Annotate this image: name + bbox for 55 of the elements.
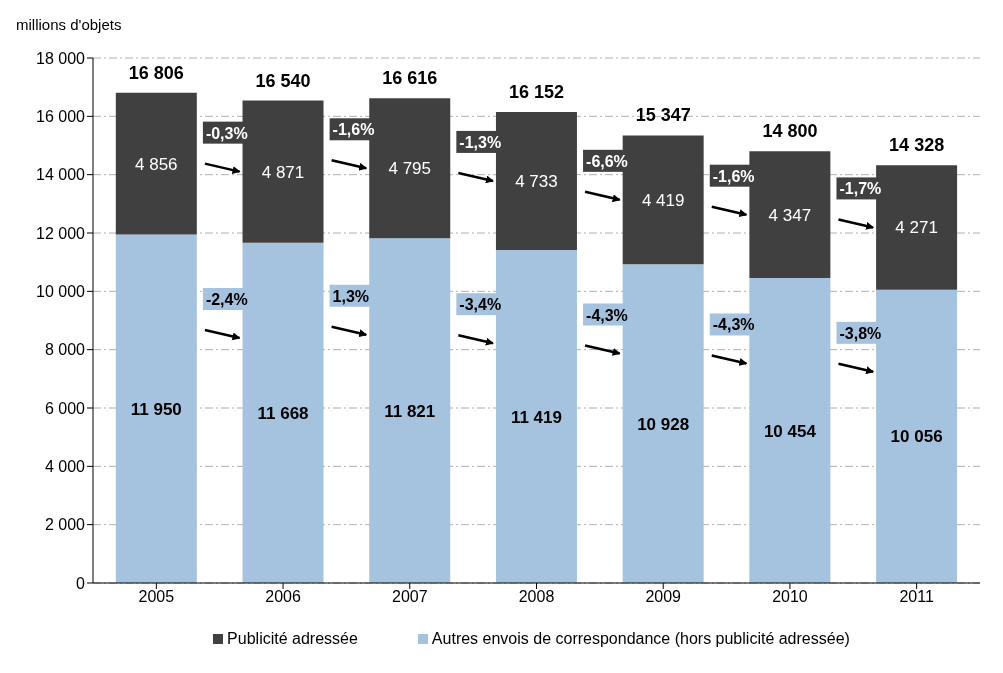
total-label: 14 800	[762, 121, 818, 142]
total-label: 14 328	[889, 135, 945, 156]
data-label: 11 419	[510, 407, 562, 427]
y-tick-label: 4 000	[44, 458, 86, 476]
legend-label: Publicité adressée	[226, 630, 358, 648]
annotation: -4,3%	[586, 306, 628, 324]
y-tick-label: 8 000	[44, 341, 86, 359]
y-axis-title: millions d'objets	[16, 16, 122, 33]
annotation: -1,7%	[839, 180, 882, 198]
annotation: -6,6%	[586, 152, 628, 170]
data-label: 4 871	[261, 162, 305, 182]
y-tick-label: 0	[76, 574, 86, 592]
data-label: 4 347	[768, 205, 812, 225]
data-label: 4 856	[135, 154, 178, 174]
data-label: 11 821	[384, 401, 436, 421]
annotation: -0,3%	[205, 124, 248, 142]
y-tick-label: 10 000	[36, 283, 86, 301]
y-tick-label: 16 000	[36, 108, 86, 126]
x-tick-label: 2005	[138, 588, 175, 606]
total-label: 16 540	[255, 70, 311, 91]
data-label: 11 668	[257, 403, 309, 423]
x-tick-label: 2007	[391, 588, 428, 606]
y-tick-label: 6 000	[44, 399, 86, 417]
data-label: 4 419	[641, 190, 685, 210]
annotation: -4,3%	[712, 316, 755, 334]
y-tick-label: 14 000	[36, 166, 86, 184]
annotation: -3,4%	[459, 296, 502, 314]
data-label: 10 056	[890, 427, 943, 447]
data-label: 4 733	[515, 171, 558, 191]
total-label: 16 616	[382, 68, 438, 89]
y-tick-label: 2 000	[44, 516, 86, 534]
data-label: 4 271	[895, 218, 938, 238]
data-label: 4 795	[388, 159, 432, 179]
annotation: -1,3%	[459, 133, 502, 151]
data-label: 10 454	[763, 421, 817, 441]
annotation: -2,4%	[205, 290, 248, 308]
y-tick-label: 18 000	[36, 49, 86, 67]
bar	[115, 92, 197, 235]
total-label: 15 347	[635, 105, 691, 126]
y-tick-label: 12 000	[36, 224, 86, 242]
annotation: -1,6%	[332, 121, 375, 139]
total-label: 16 152	[508, 81, 565, 102]
data-label: 10 928	[637, 414, 690, 434]
x-tick-label: 2008	[518, 588, 555, 606]
x-tick-label: 2006	[265, 588, 301, 606]
x-tick-label: 2010	[772, 588, 808, 606]
bar	[115, 234, 197, 583]
x-tick-label: 2009	[645, 588, 682, 606]
annotation: -3,8%	[839, 324, 882, 342]
data-label: 11 950	[130, 399, 182, 419]
annotation: -1,6%	[712, 167, 755, 185]
total-label: 16 806	[128, 62, 184, 83]
legend-label: Autres envois de correspondance (hors publicité adressée)	[430, 630, 850, 648]
annotation: 1,3%	[332, 287, 370, 305]
x-tick-label: 2011	[899, 588, 934, 606]
